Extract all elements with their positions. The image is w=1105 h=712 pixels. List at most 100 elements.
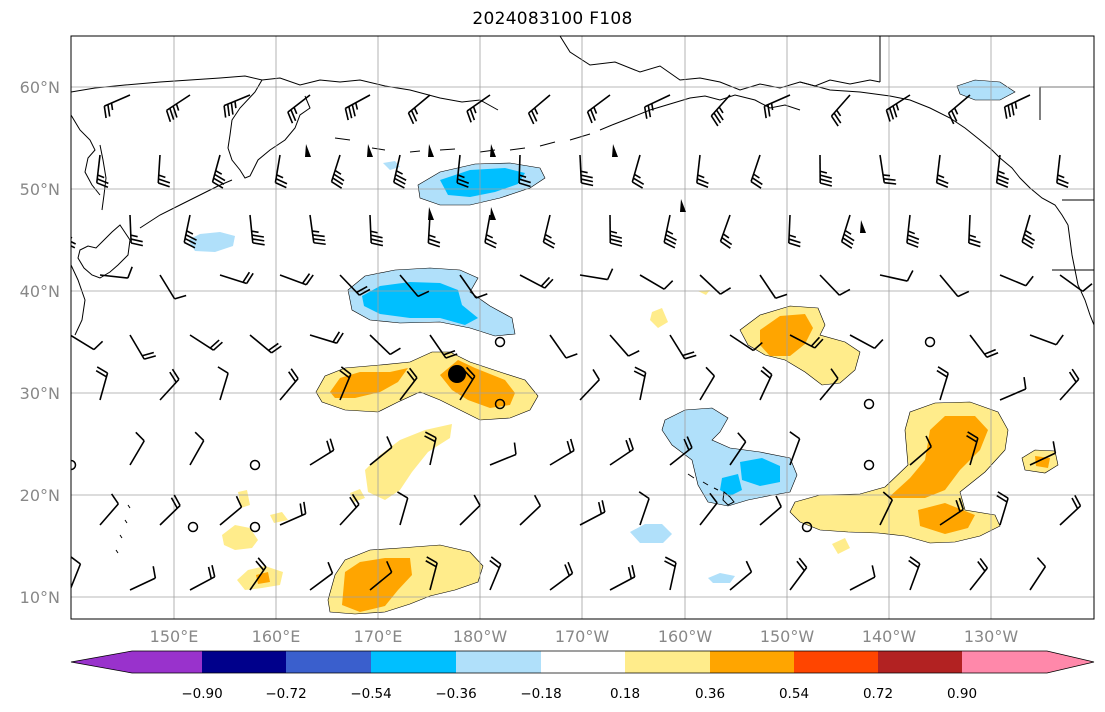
positive-anomaly-region (650, 308, 668, 328)
wind-barb (527, 94, 551, 125)
wind-barb (399, 274, 430, 298)
colorbar-bin (710, 651, 794, 673)
colorbar-bin (625, 651, 710, 673)
wind-barb (729, 432, 747, 466)
wind-barb (183, 214, 197, 249)
wind-barb (879, 270, 914, 282)
wind-barb (189, 564, 216, 591)
small-islands (115, 504, 131, 554)
wind-barb (279, 273, 314, 286)
wind-barb (369, 561, 393, 591)
wind-barb (1059, 368, 1080, 401)
wind-barb (669, 334, 697, 360)
wind-barb (217, 366, 229, 401)
coastline-kamchatka (227, 79, 311, 179)
wind-barb (586, 94, 611, 124)
wind-barb (664, 556, 677, 591)
negative-anomaly-region (630, 524, 672, 543)
coastline-us-west (1067, 224, 1094, 326)
wind-barb (129, 566, 157, 591)
wind-barb (849, 565, 876, 591)
wind-barb (542, 214, 556, 249)
wind-barb (309, 214, 326, 246)
wind-barb (819, 368, 839, 401)
coastline-aleutians (334, 124, 613, 153)
calm-wind-circle (801, 521, 813, 533)
coastline-okhotsk (71, 114, 101, 196)
wind-barb (489, 556, 502, 591)
wind-barb (999, 377, 1027, 401)
wind-barb (489, 442, 517, 466)
wind-barb (1021, 214, 1036, 249)
colorbar-tick-label: 0.36 (695, 686, 725, 702)
colorbar-bin (541, 651, 625, 673)
wind-barb (159, 368, 180, 401)
wind-barb (399, 367, 418, 401)
wind-barb (633, 366, 647, 401)
wind-barb (849, 334, 884, 349)
wind-barb (579, 268, 614, 281)
positive-anomaly-region (350, 489, 365, 502)
wind-barb (966, 431, 979, 466)
colorbar-tick-label: −0.36 (435, 686, 476, 702)
wind-barb (879, 154, 897, 185)
wind-barb (71, 556, 82, 590)
wind-barb (579, 154, 594, 187)
wind-barb (47, 95, 70, 122)
wind-barb (287, 94, 311, 124)
wind-barb (699, 274, 732, 295)
colorbar-tick-label: −0.18 (520, 686, 561, 702)
wind-barb (339, 274, 371, 296)
wind-barb (1056, 154, 1069, 188)
colorbar-outline (70, 650, 1095, 674)
lon-label: 150°E (150, 627, 199, 646)
wind-barb (549, 438, 575, 466)
wind-barb (71, 334, 104, 351)
wind-barb (519, 494, 542, 526)
wind-barb (95, 154, 109, 188)
lat-label: 40°N (20, 282, 60, 301)
positive-anomaly-region (270, 512, 288, 523)
wind-barb (631, 154, 645, 189)
negative-anomaly-core (720, 474, 742, 496)
wind-barb (643, 94, 671, 119)
wind-barb-pennant (680, 199, 686, 212)
shaded-field-layer (188, 80, 1058, 614)
negative-anomaly-region (188, 232, 235, 252)
negative-anomaly-region (383, 161, 400, 170)
wind-barb (249, 334, 282, 354)
calm-wind-circle (863, 459, 875, 471)
positive-anomaly-core (888, 416, 988, 498)
wind-barb (789, 557, 808, 591)
wind-barb (939, 497, 965, 526)
wind-barb (968, 214, 981, 248)
wind-barb (129, 214, 144, 247)
lat-label: 60°N (20, 78, 60, 97)
storm-center-dot (448, 365, 466, 383)
wind-barb (710, 94, 731, 127)
wind-barb (909, 435, 932, 466)
lon-label: 180°W (453, 627, 508, 646)
colorbar-tick-label: −0.90 (181, 686, 222, 702)
gridlines (71, 36, 1094, 619)
coastline-bc (999, 157, 1069, 226)
coastline-gulf-of-alaska (799, 81, 1001, 159)
wind-barb (339, 366, 352, 401)
latitude-labels: 60°N 50°N 40°N 30°N 20°N 10°N (20, 78, 60, 607)
wind-barb (99, 266, 133, 279)
wind-barb (750, 154, 763, 189)
colorbar-bin (132, 651, 202, 673)
negative-anomaly-core (440, 168, 525, 197)
wind-barb (669, 436, 693, 466)
wind-barb (339, 493, 360, 526)
wind-barb (840, 214, 855, 249)
wind-barb-pennant (428, 207, 434, 220)
wind-barb (519, 274, 554, 289)
wind-barb (429, 334, 458, 359)
wind-barb-pennant (428, 144, 434, 157)
wind-barb (392, 154, 407, 189)
wind-barb (211, 154, 226, 189)
wind-barb (936, 366, 949, 401)
wind-barb (1003, 94, 1031, 119)
lon-label: 130°W (964, 627, 1019, 646)
